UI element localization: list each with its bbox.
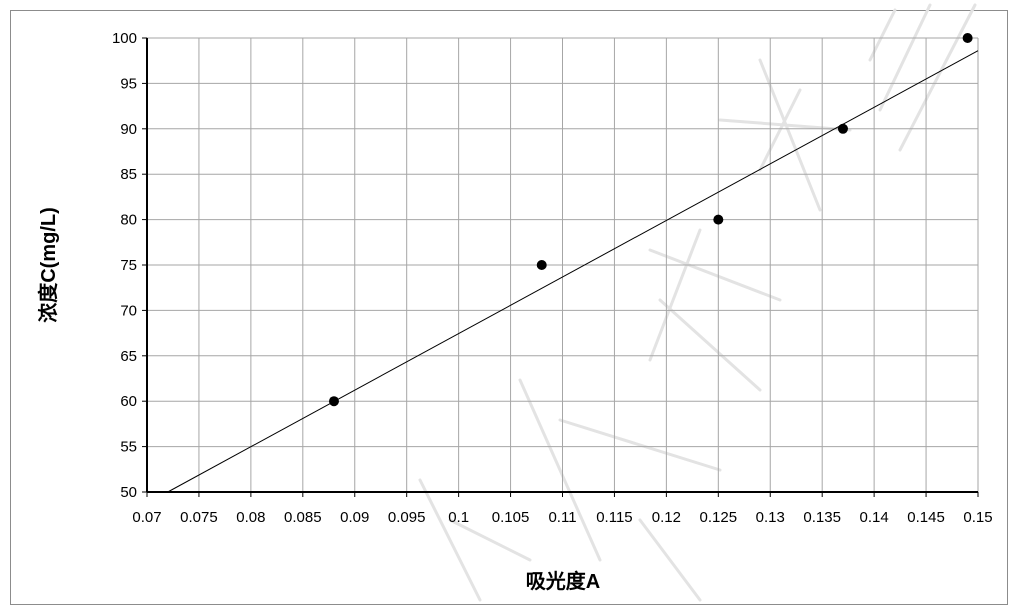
x-tick-label: 0.145 <box>907 509 945 526</box>
y-tick-label: 60 <box>120 393 137 410</box>
y-axis-ticks: 50 55 60 65 70 75 80 85 90 95 100 <box>112 30 147 501</box>
y-tick-label: 100 <box>112 30 137 47</box>
y-tick-label: 70 <box>120 302 137 319</box>
x-tick-label: 0.125 <box>700 509 738 526</box>
y-tick-label: 55 <box>120 439 137 456</box>
x-tick-label: 0.07 <box>132 509 161 526</box>
data-point <box>328 396 339 407</box>
x-tick-label: 0.085 <box>284 509 322 526</box>
data-point <box>962 33 973 43</box>
x-tick-label: 0.09 <box>340 509 369 526</box>
y-tick-label: 65 <box>120 348 137 365</box>
x-tick-label: 0.11 <box>548 509 576 526</box>
x-tick-label: 0.115 <box>596 509 632 526</box>
y-tick-label: 90 <box>120 121 137 138</box>
data-points <box>328 33 973 407</box>
x-tick-label: 0.1 <box>448 509 469 526</box>
x-axis-ticks: 0.07 0.075 0.08 0.085 0.09 0.095 0.1 0.105 0.11 0… <box>132 492 993 526</box>
data-point <box>713 214 724 225</box>
x-tick-label: 0.12 <box>652 509 681 526</box>
x-tick-label: 0.14 <box>860 509 889 526</box>
x-tick-label: 0.105 <box>492 509 530 526</box>
x-tick-label: 0.13 <box>756 509 785 526</box>
x-tick-label: 0.15 <box>963 509 992 526</box>
trendline-group <box>167 50 979 493</box>
x-tick-label: 0.08 <box>236 509 265 526</box>
x-tick-label: 0.095 <box>388 509 426 526</box>
data-point <box>837 123 848 134</box>
x-tick-label: 0.075 <box>180 509 218 526</box>
y-tick-label: 95 <box>120 75 137 92</box>
x-tick-label: 0.135 <box>803 509 841 526</box>
data-point <box>536 260 547 270</box>
y-tick-label: 75 <box>120 257 137 274</box>
y-tick-label: 50 <box>120 484 137 501</box>
y-axis-title: 浓度C(mg/L) <box>36 207 60 323</box>
trendline <box>167 50 979 493</box>
chart-frame <box>10 10 1008 605</box>
x-axis-title: 吸光度A <box>526 569 600 593</box>
y-tick-label: 80 <box>120 212 137 229</box>
y-tick-label: 85 <box>120 166 137 183</box>
gridlines <box>146 37 979 493</box>
